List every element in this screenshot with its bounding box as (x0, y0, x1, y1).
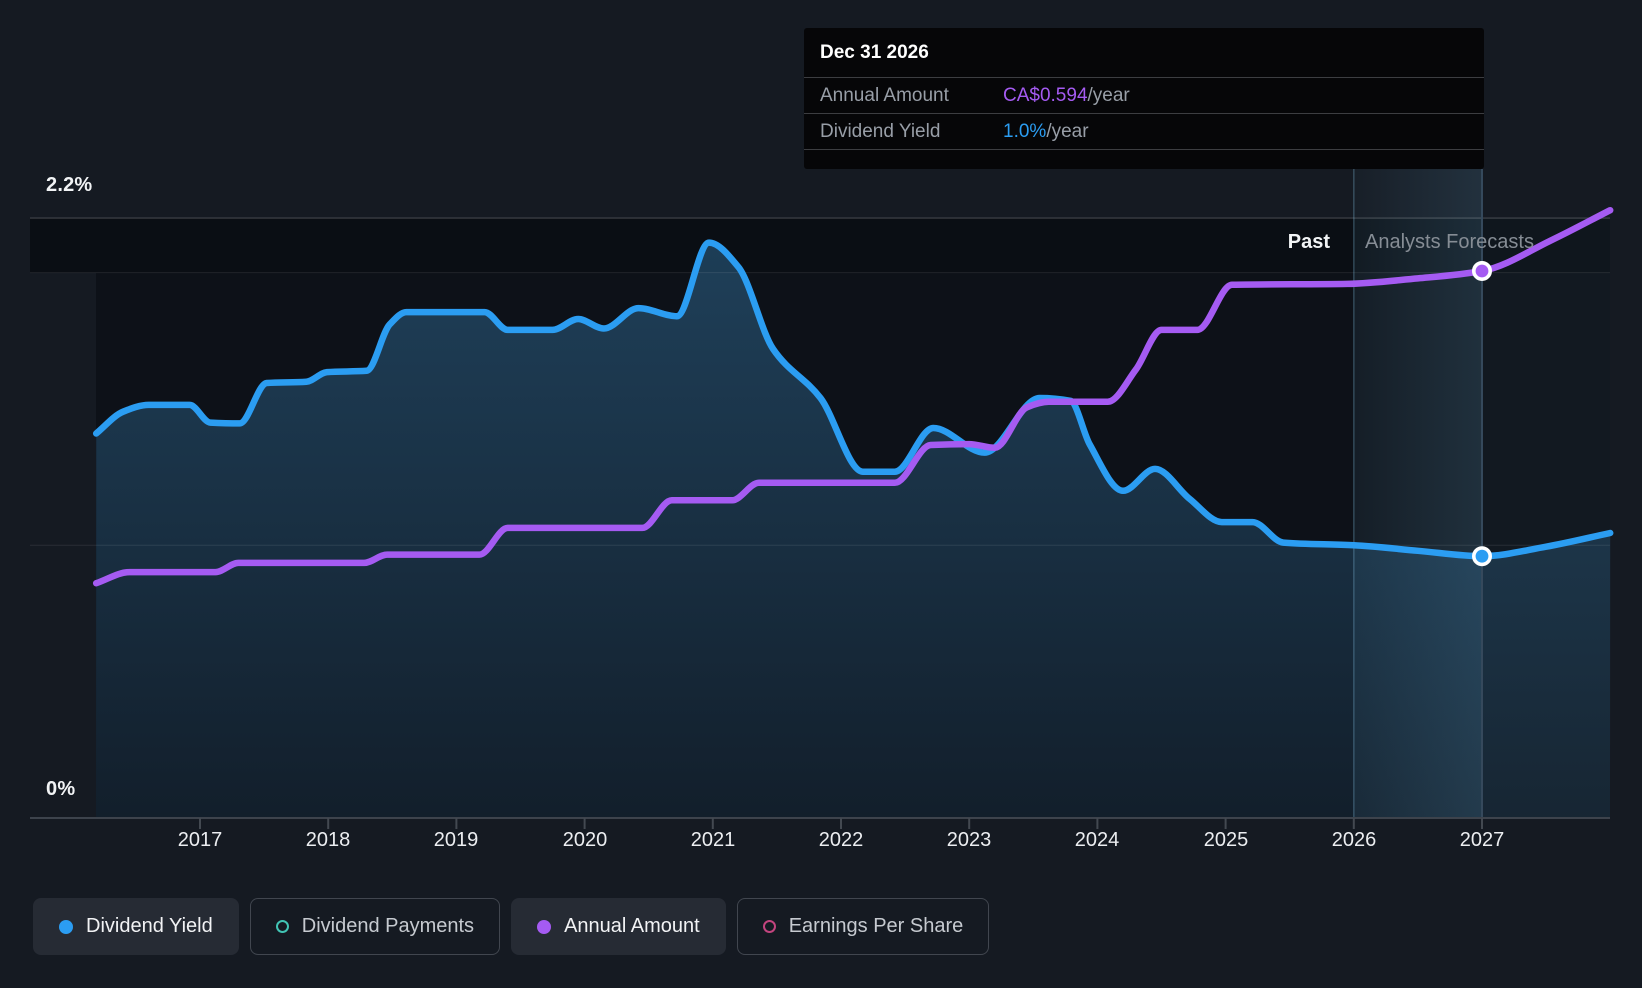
chart-tooltip: Dec 31 2026 Annual Amount CA$0.594/year D… (804, 28, 1484, 169)
dividend-yield-line (92, 239, 1614, 560)
dividend-yield-dot-icon (59, 919, 73, 934)
chart-legend: Dividend Yield Dividend Payments Annual … (33, 898, 990, 955)
legend-button-earnings-per-share[interactable]: Earnings Per Share (736, 898, 990, 955)
annual-amount-dot-icon (537, 919, 552, 934)
tooltip-date: Dec 31 2026 (804, 28, 1484, 78)
tooltip-dividend-yield-value: 1.0% (1003, 121, 1047, 142)
tooltip-annual-amount-label: Annual Amount (820, 85, 949, 106)
x-axis-label-2018: 2018 (305, 829, 351, 851)
y-axis-max-label: 2.2% (46, 174, 93, 196)
tooltip-dividend-yield-suffix: /year (1046, 121, 1089, 142)
hover-marker-dividend-yield[interactable] (1472, 546, 1493, 567)
x-axis-label-2020: 2020 (562, 829, 608, 851)
tooltip-annual-amount-value: CA$0.594 (1003, 85, 1088, 106)
x-axis-label-2023: 2023 (946, 829, 992, 851)
legend-button-dividend-payments[interactable]: Dividend Payments (249, 898, 501, 955)
legend-button-dividend-yield[interactable]: Dividend Yield (33, 898, 239, 955)
dividend-yield-area (96, 242, 1611, 819)
y-axis-zero-label: 0% (46, 778, 76, 800)
legend-button-annual-amount[interactable]: Annual Amount (511, 898, 726, 955)
x-axis-label-2024: 2024 (1074, 829, 1120, 851)
x-axis-label-2027: 2027 (1459, 829, 1505, 851)
legend-label-annual-amount: Annual Amount (564, 915, 700, 937)
x-axis-label-2019: 2019 (433, 829, 479, 851)
analysts-forecasts-zone-label: Analysts Forecasts (1365, 231, 1534, 253)
earnings-per-share-ring-icon (762, 920, 776, 933)
dividend-payments-ring-icon (275, 920, 289, 933)
x-axis-label-2026: 2026 (1331, 829, 1377, 851)
tooltip-row-dividend-yield: Dividend Yield 1.0%/year (804, 114, 1484, 150)
legend-label-earnings-per-share: Earnings Per Share (788, 915, 964, 937)
x-axis-label-2022: 2022 (818, 829, 864, 851)
past-zone-label: Past (1287, 231, 1330, 253)
header-strip (30, 218, 1610, 273)
tooltip-dividend-yield-label: Dividend Yield (820, 121, 941, 142)
x-axis-label-2025: 2025 (1203, 829, 1249, 851)
legend-label-dividend-yield: Dividend Yield (86, 915, 213, 937)
annual-amount-line (92, 206, 1614, 587)
x-axis-label-2017: 2017 (177, 829, 223, 851)
tooltip-annual-amount-suffix: /year (1087, 85, 1130, 106)
legend-label-dividend-payments: Dividend Payments (301, 915, 475, 937)
x-axis-label-2021: 2021 (690, 829, 736, 851)
tooltip-row-annual-amount: Annual Amount CA$0.594/year (804, 78, 1484, 114)
hover-marker-annual-amount[interactable] (1472, 260, 1493, 281)
